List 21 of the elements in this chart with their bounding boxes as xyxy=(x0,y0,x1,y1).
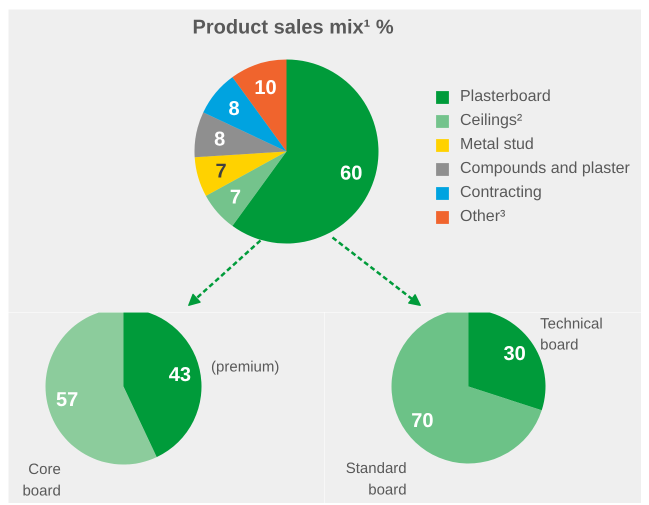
slice-label: (premium) xyxy=(211,358,280,376)
data-label: 7 xyxy=(230,186,241,209)
data-label: 10 xyxy=(254,76,277,99)
chart-title: Product sales mix¹ % xyxy=(192,16,394,38)
legend-label: Ceilings² xyxy=(460,112,522,130)
data-label: 70 xyxy=(411,410,434,432)
slice-label: Technical board xyxy=(540,315,603,354)
legend-label: Metal stud xyxy=(460,136,534,154)
data-label: 8 xyxy=(228,98,240,120)
slice-label: Standard board xyxy=(346,460,407,498)
data-label: 60 xyxy=(340,162,362,185)
legend-label: Compounds and plaster xyxy=(460,160,630,178)
data-label: 57 xyxy=(56,389,78,412)
data-label: 30 xyxy=(503,343,526,366)
data-label: 8 xyxy=(214,128,226,151)
data-label: 7 xyxy=(216,160,227,182)
legend-label: Plasterboard xyxy=(460,88,551,106)
legend-label: Other³ xyxy=(460,208,506,226)
data-label: 43 xyxy=(168,364,191,386)
legend-label: Contracting xyxy=(460,184,542,202)
slice-label: Core board xyxy=(22,461,61,500)
